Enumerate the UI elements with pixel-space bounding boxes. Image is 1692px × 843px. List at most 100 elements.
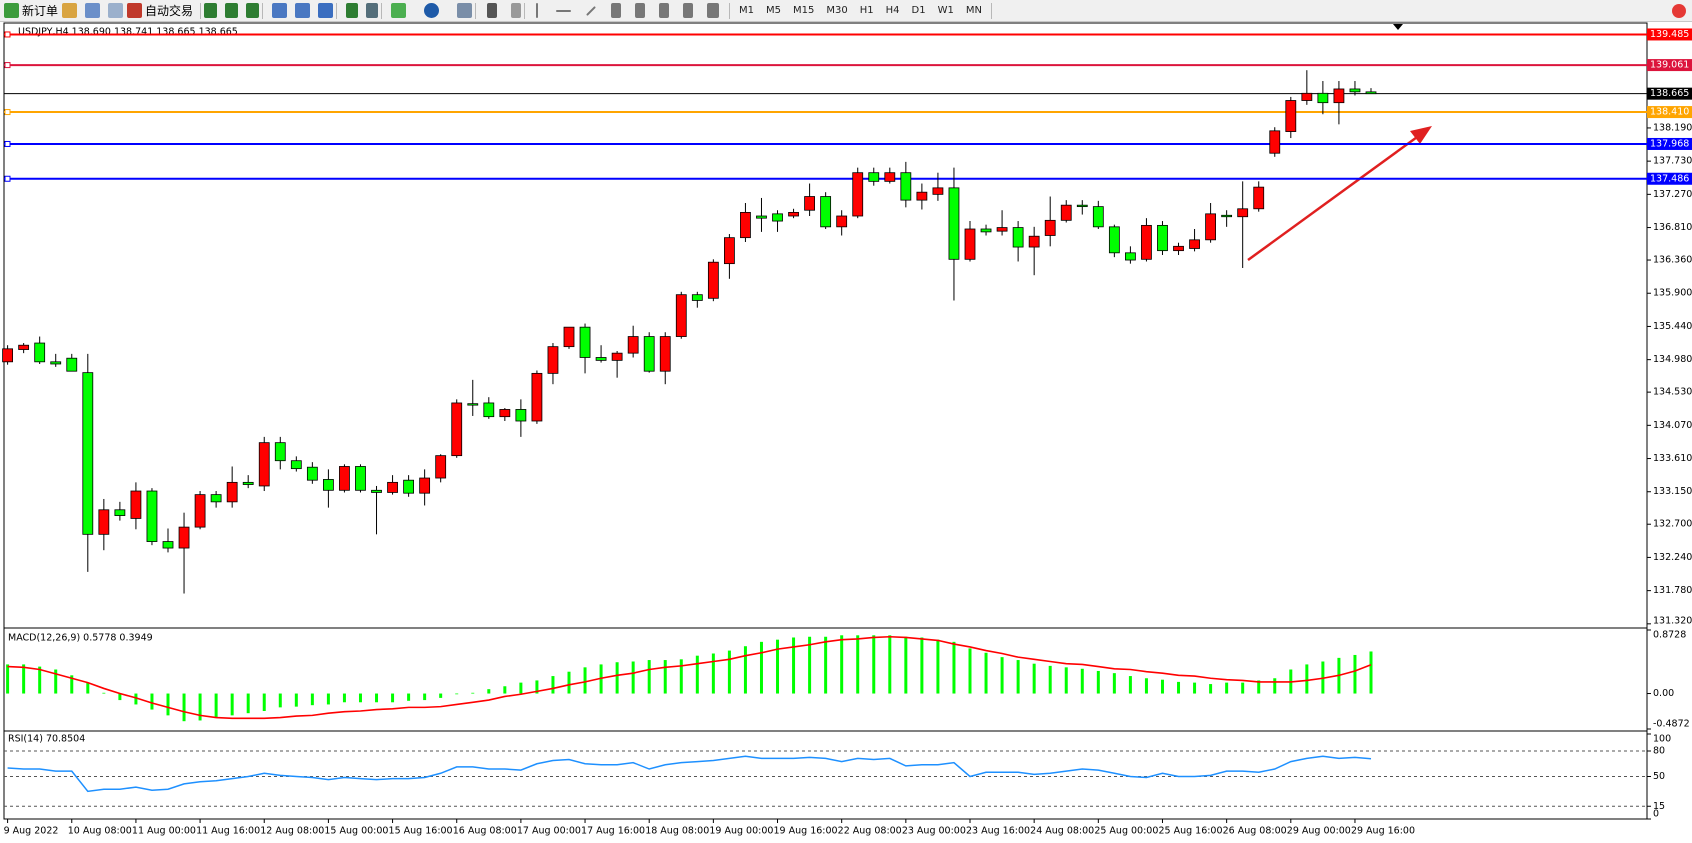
candle-body	[98, 509, 110, 535]
candle-body	[146, 490, 158, 542]
timeframe-button[interactable]: W1	[937, 5, 954, 16]
candle-body	[467, 403, 479, 406]
candle-body	[1301, 92, 1313, 101]
candle-body	[579, 326, 591, 358]
new-order-label: 新订单	[22, 4, 59, 18]
candle-body	[627, 336, 639, 354]
x-tick-label: 29 Aug 00:00	[1287, 826, 1351, 837]
candle-body	[724, 237, 735, 265]
candle-body	[996, 227, 1008, 232]
candle-body	[290, 460, 302, 470]
y-tick-label: 100	[1653, 734, 1671, 745]
new-order-button[interactable]: 新订单	[0, 1, 62, 20]
candle-body	[643, 336, 655, 372]
timeframe-button[interactable]: M15	[793, 5, 815, 16]
icon[interactable]	[62, 3, 78, 18]
tile[interactable]	[318, 3, 334, 18]
candle-body	[547, 346, 559, 374]
separator	[475, 2, 477, 19]
zoom-out[interactable]	[295, 3, 311, 18]
x-tick-label: 23 Aug 00:00	[902, 826, 966, 837]
text-tool[interactable]	[659, 3, 670, 18]
templates[interactable]	[457, 3, 473, 18]
candle-body	[226, 481, 238, 503]
candle-body	[1028, 235, 1040, 248]
fibo[interactable]	[635, 3, 646, 18]
auto-trading-button[interactable]: 自动交易	[123, 1, 197, 20]
indicators[interactable]	[391, 3, 407, 18]
candle-body	[1141, 224, 1152, 260]
timeframe-button[interactable]: M1	[739, 5, 755, 16]
icon[interactable]	[108, 3, 124, 18]
timeframe-button[interactable]: D1	[911, 5, 926, 16]
crosshair[interactable]	[511, 3, 522, 18]
candle-body	[900, 172, 912, 201]
candle-body	[1092, 206, 1104, 228]
alert-badge[interactable]	[1672, 3, 1686, 18]
x-tick-label: 25 Aug 16:00	[1158, 826, 1222, 837]
y-tick-label: 134.980	[1653, 354, 1692, 365]
arrows[interactable]	[707, 3, 720, 18]
icon[interactable]	[366, 3, 379, 18]
candle-body	[1333, 88, 1345, 104]
timeframe-button[interactable]: MN	[965, 5, 982, 16]
icon[interactable]	[225, 3, 239, 18]
candle-body	[595, 357, 607, 361]
candle-body	[916, 191, 928, 201]
y-tick-label: 131.780	[1653, 585, 1692, 596]
timeframe-button[interactable]: H1	[859, 5, 874, 16]
timeframes: M1 M5 M15 M30 H1 H4 D1 W1 MN	[733, 5, 988, 16]
candle-body	[130, 490, 142, 519]
icon[interactable]	[346, 3, 359, 18]
y-tick-label: 137.270	[1653, 189, 1692, 200]
timeframe-button[interactable]: M30	[826, 5, 848, 16]
candle-body	[756, 215, 767, 219]
candle-body	[948, 187, 960, 260]
x-tick-label: 18 Aug 08:00	[645, 826, 709, 837]
icon[interactable]	[204, 3, 218, 18]
new-order-icon	[4, 3, 19, 18]
candle-body	[18, 344, 30, 350]
candle-body	[788, 211, 799, 217]
timeframe-button[interactable]: M5	[766, 5, 782, 16]
candle-body	[1221, 214, 1233, 218]
trendline[interactable]	[586, 5, 596, 16]
y-tick-label: 15	[1653, 801, 1665, 812]
cursor[interactable]	[487, 3, 498, 18]
level-label: 139.485	[1650, 29, 1689, 40]
x-tick-label: 17 Aug 00:00	[517, 826, 581, 837]
chart: 131.320 131.780 132.240 132.700 133.150 133.6…	[2, 22, 1692, 837]
level-marker	[4, 109, 11, 116]
level-box	[1647, 106, 1692, 119]
candle-body	[1253, 186, 1265, 210]
level-box	[1647, 59, 1692, 72]
candle-body	[339, 466, 350, 491]
candle-body	[884, 172, 896, 182]
candle-body	[274, 442, 286, 462]
zoom-in[interactable]	[272, 3, 288, 18]
candle-body	[1012, 227, 1024, 248]
y-tick-label: 133.610	[1653, 453, 1692, 464]
rsi-line	[7, 755, 1372, 793]
periods[interactable]	[424, 3, 440, 18]
y-tick-label: 134.070	[1653, 420, 1692, 431]
candle-body	[387, 481, 398, 493]
candle-body	[114, 509, 126, 516]
candle-body	[1125, 252, 1136, 261]
y-tick-label: 138.190	[1653, 122, 1692, 133]
candle-body	[707, 261, 719, 299]
channel[interactable]	[611, 3, 622, 18]
candle-body	[371, 489, 382, 493]
candle-body	[2, 348, 13, 363]
hline[interactable]	[556, 9, 572, 12]
icon[interactable]	[85, 3, 101, 18]
candle-body	[1189, 239, 1200, 249]
label-tool[interactable]	[683, 3, 694, 18]
icon[interactable]	[246, 3, 260, 18]
vline[interactable]	[536, 3, 539, 18]
level-marker	[4, 140, 11, 147]
candle-body	[1237, 208, 1249, 218]
panel-title: MACD(12,26,9) 0.5778 0.3949	[8, 633, 153, 644]
candle-body	[82, 372, 94, 535]
timeframe-button[interactable]: H4	[885, 5, 900, 16]
